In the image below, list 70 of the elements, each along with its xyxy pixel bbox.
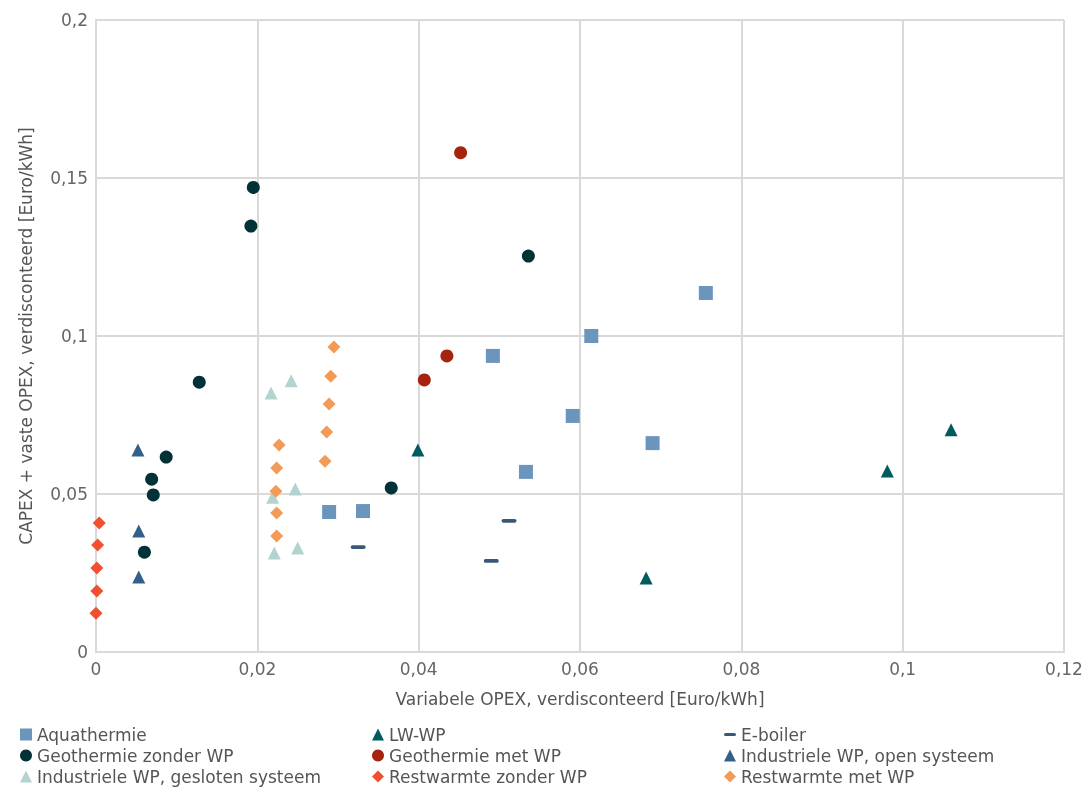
point (267, 546, 281, 560)
point (565, 408, 580, 423)
point (411, 443, 425, 457)
point (584, 329, 599, 343)
x-tick-label: 0,04 (399, 658, 438, 679)
point (880, 464, 894, 478)
point (384, 481, 398, 495)
point (244, 219, 258, 233)
point (440, 349, 454, 363)
point (454, 146, 468, 160)
point (137, 545, 151, 559)
x-tick-label: 0,02 (238, 658, 277, 679)
point (639, 571, 653, 585)
point (132, 524, 146, 538)
point (320, 425, 334, 439)
point (284, 374, 298, 388)
point (698, 286, 713, 301)
y-tick-label: 0,1 (60, 326, 88, 346)
point (485, 348, 500, 363)
point (270, 461, 284, 475)
point (131, 443, 145, 457)
point (246, 180, 260, 194)
legend-label: Industriele WP, gesloten systeem (37, 766, 321, 787)
x-tick-label: 0,06 (561, 658, 599, 679)
point (192, 375, 206, 389)
point (324, 369, 338, 383)
point (318, 454, 332, 468)
point (291, 541, 305, 555)
x-axis-title: Variabele OPEX, verdisconteerd [Euro/kWh] (395, 688, 765, 709)
x-tick-label: 0,08 (722, 658, 761, 679)
point (645, 436, 660, 451)
point (89, 606, 103, 620)
legend-label: LW-WP (389, 724, 446, 745)
point (90, 584, 104, 598)
legend-label: Restwarmte zonder WP (389, 766, 587, 787)
y-tick-label: 0 (77, 642, 88, 662)
x-tick-label: 0,12 (1045, 658, 1083, 679)
point (270, 529, 284, 543)
point (944, 423, 958, 437)
point (288, 482, 302, 496)
point (417, 373, 431, 387)
point (145, 472, 159, 486)
point (322, 505, 337, 520)
point (521, 249, 535, 263)
point (356, 504, 371, 519)
point (159, 450, 173, 464)
point (264, 386, 278, 400)
point (132, 570, 146, 584)
legend-label: Industriele WP, open systeem (741, 745, 995, 766)
y-tick-label: 0,05 (50, 484, 88, 504)
point (90, 561, 104, 575)
point (272, 438, 286, 452)
point (146, 488, 160, 502)
x-tick-label: 0,1 (889, 658, 917, 679)
legend-label: E-boiler (741, 724, 806, 745)
y-axis-title: CAPEX + vaste OPEX, verdisconteerd [Euro/kWh] (15, 127, 36, 545)
point (91, 538, 105, 552)
point (327, 340, 341, 354)
x-tick-label: 0 (90, 658, 102, 679)
point (322, 397, 336, 411)
legend-label: Restwarmte met WP (741, 766, 915, 787)
legend-label: Geothermie zonder WP (37, 745, 234, 766)
legend-label: Geothermie met WP (389, 745, 561, 766)
point (270, 506, 284, 520)
legend-label: Aquathermie (37, 724, 147, 745)
point (518, 464, 533, 479)
y-tick-label: 0,2 (60, 10, 88, 30)
point (92, 516, 106, 530)
y-tick-label: 0,15 (50, 168, 88, 188)
point (269, 484, 283, 498)
